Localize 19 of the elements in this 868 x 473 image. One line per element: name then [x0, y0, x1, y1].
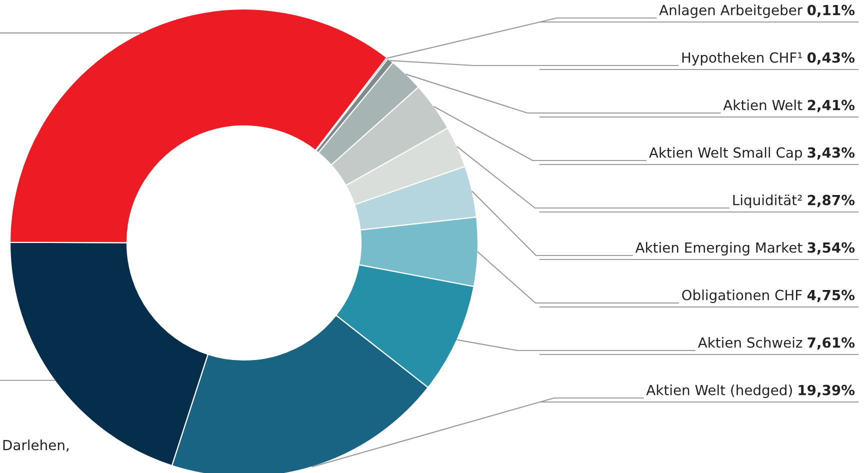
slice-label: Anlagen Arbeitgeber	[659, 4, 803, 18]
slice-label: Aktien Welt Small Cap	[649, 147, 802, 160]
data-label: 2,87%	[808, 194, 855, 208]
data-label: 4,75%	[807, 290, 855, 302]
data-label: 3,54%	[808, 242, 855, 255]
data-label: 2,41%	[808, 100, 855, 112]
slice-label: Aktien Welt	[723, 100, 802, 110]
slice-label: Aktien Schweiz	[698, 337, 802, 348]
text: Darlehen,	[3, 440, 69, 452]
data-label: 0,43%	[807, 52, 855, 65]
slice-label: Obligationen CHF	[682, 290, 802, 303]
slice-label: Hypotheken CHF¹	[682, 52, 802, 66]
data-label: 3,43%	[808, 147, 855, 160]
data-label: 19,39%	[798, 384, 855, 398]
slice-label: Aktien Welt (hedged)	[646, 384, 792, 398]
data-label: 7,61%	[808, 337, 855, 350]
slice-label: Liquidität²	[733, 194, 802, 208]
slice-label: Aktien Emerging Market	[635, 242, 802, 256]
data-label: 0,11%	[807, 4, 855, 18]
